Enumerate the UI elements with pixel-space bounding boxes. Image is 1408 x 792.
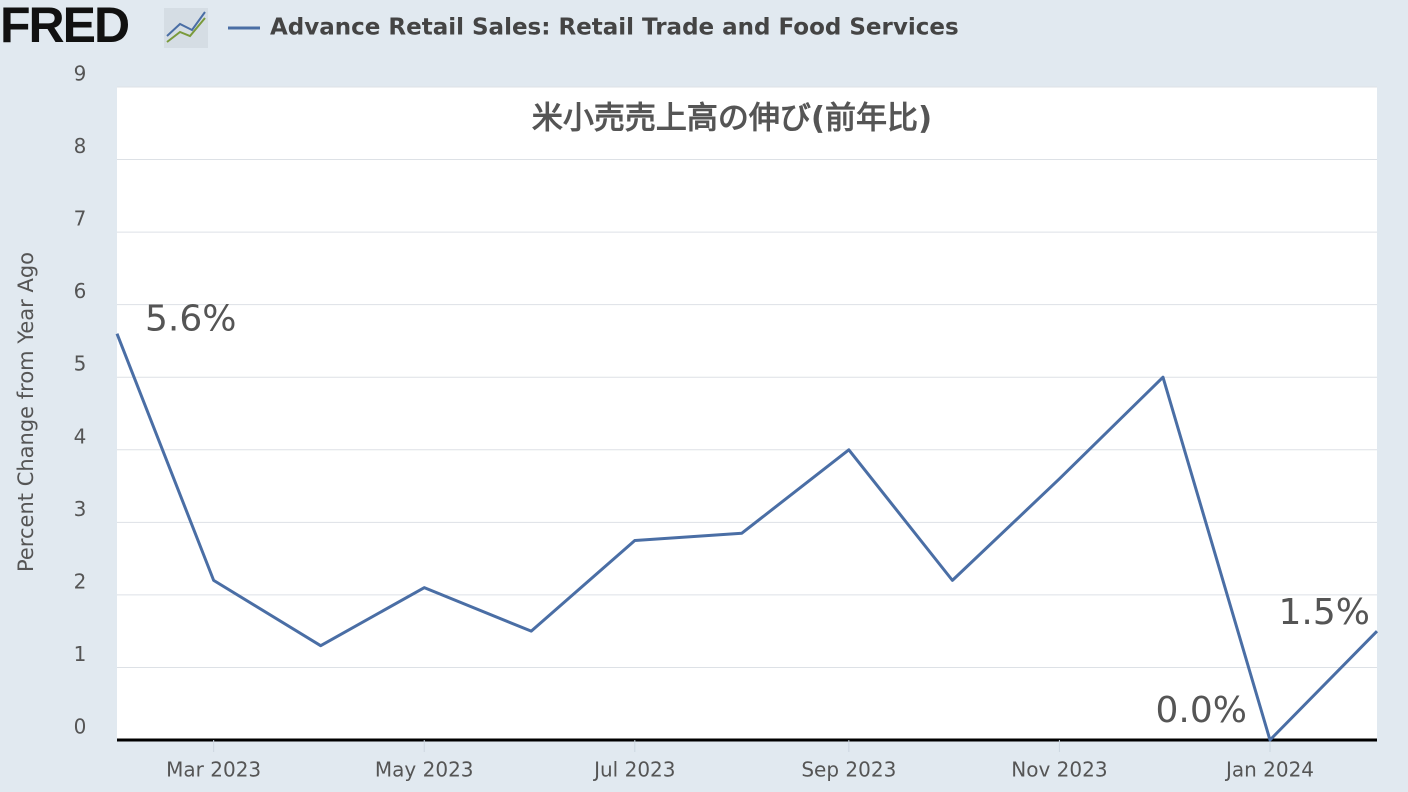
x-tick-label: Jul 2023 bbox=[592, 758, 675, 782]
icon-line bbox=[166, 17, 206, 43]
x-tick-label: Nov 2023 bbox=[1011, 758, 1107, 782]
legend-label: Advance Retail Sales: Retail Trade and F… bbox=[270, 15, 959, 41]
y-tick-label: 5 bbox=[74, 352, 87, 376]
x-tick-label: May 2023 bbox=[375, 758, 474, 782]
y-tick-label: 0 bbox=[74, 715, 87, 739]
y-axis-label: Percent Change from Year Ago bbox=[14, 252, 38, 572]
logo: FRED bbox=[0, 0, 129, 53]
x-tick-label: Sep 2023 bbox=[801, 758, 896, 782]
logo-icon bbox=[164, 8, 208, 48]
y-tick-label: 4 bbox=[74, 424, 87, 448]
data-label: 0.0% bbox=[1156, 690, 1247, 731]
y-tick-label: 3 bbox=[74, 497, 87, 521]
y-tick-label: 9 bbox=[74, 62, 87, 86]
data-label: 5.6% bbox=[145, 299, 236, 340]
chart-title: 米小売売上高の伸び(前年比) bbox=[532, 101, 932, 137]
y-tick-label: 1 bbox=[74, 642, 87, 666]
y-tick-label: 6 bbox=[74, 279, 87, 303]
y-tick-label: 7 bbox=[74, 207, 87, 231]
plot-area bbox=[117, 87, 1377, 740]
y-tick-label: 2 bbox=[74, 569, 87, 593]
y-tick-label: 8 bbox=[74, 134, 87, 158]
icon-line bbox=[166, 11, 206, 37]
x-tick-label: Jan 2024 bbox=[1224, 758, 1314, 782]
x-tick-label: Mar 2023 bbox=[166, 758, 261, 782]
data-line bbox=[115, 333, 1379, 742]
data-label: 1.5% bbox=[1279, 592, 1370, 633]
